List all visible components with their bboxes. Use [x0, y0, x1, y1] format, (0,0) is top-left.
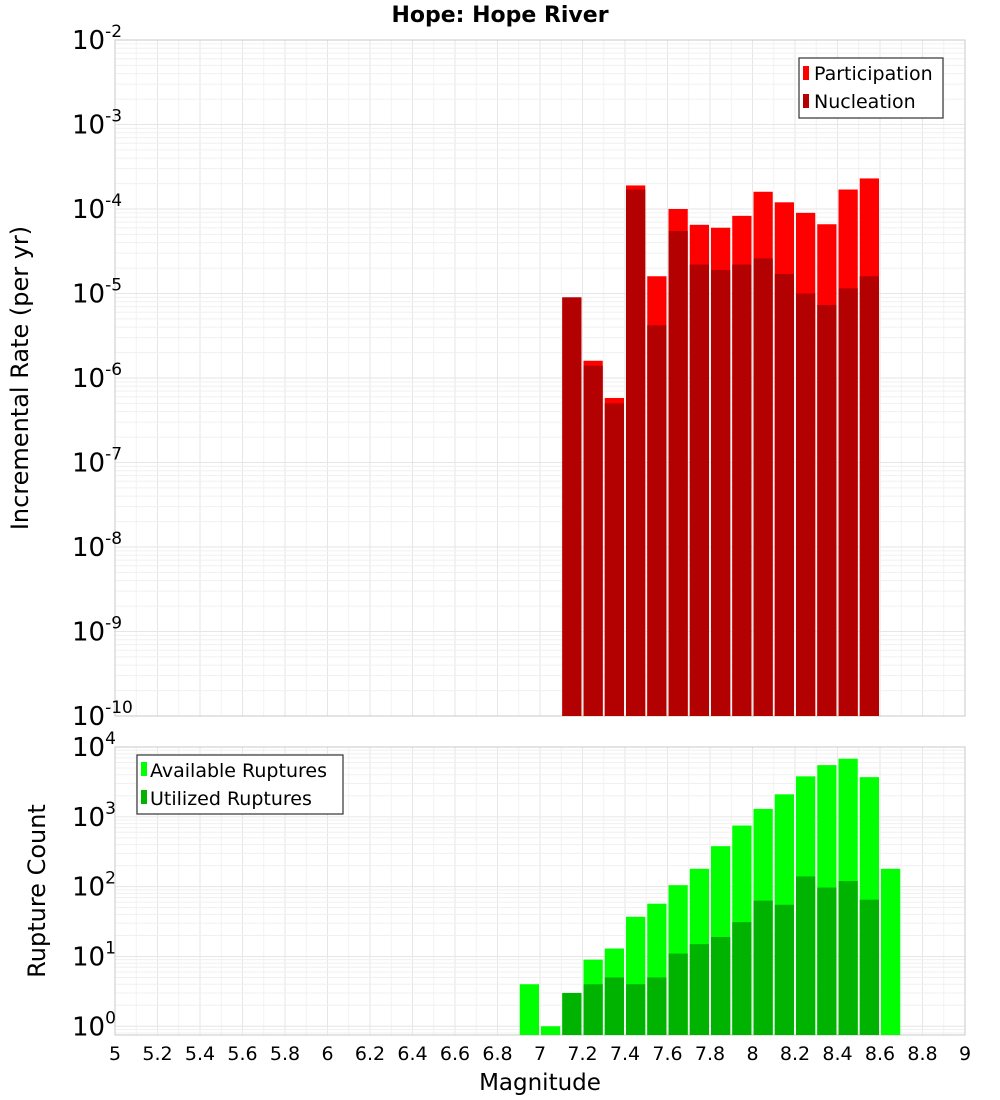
x-tick-label: 8.2 [780, 1043, 810, 1065]
bottom-y-tick-labels: 104 103 102 101 100 [72, 729, 116, 1042]
nucleation-bar [562, 297, 582, 716]
y-tick-label: 10-10 [72, 698, 133, 732]
x-tick-label: 8.8 [907, 1043, 937, 1065]
legend-swatch-available-ruptures [141, 762, 147, 776]
y-tick-label: 10-9 [72, 614, 122, 648]
nucleation-bar [838, 288, 858, 716]
utilized-ruptures-bar [647, 977, 667, 1035]
utilized-ruptures-bar [817, 887, 837, 1035]
x-tick-label: 5.6 [227, 1043, 257, 1065]
x-tick-label: 7.6 [652, 1043, 682, 1065]
y-tick-label: 10-2 [72, 22, 122, 56]
nucleation-bar [817, 305, 837, 716]
x-tick-label: 5.4 [185, 1043, 215, 1065]
x-tick-label: 7.4 [610, 1043, 640, 1065]
y-tick-label: 10-3 [72, 107, 122, 141]
legend-swatch-utilized-ruptures [141, 790, 147, 804]
utilized-ruptures-bar [774, 904, 794, 1035]
x-tick-label: 6.8 [482, 1043, 512, 1065]
nucleation-bar [689, 264, 709, 716]
legend-label-available-ruptures: Available Ruptures [150, 760, 327, 782]
top-legend: Participation Nucleation [798, 57, 944, 119]
x-tick-label: 5 [109, 1043, 121, 1065]
utilized-ruptures-bar [753, 900, 773, 1035]
x-tick-label: 6 [321, 1043, 333, 1065]
y-tick-label: 10-5 [72, 276, 122, 310]
x-axis-label: Magnitude [479, 1070, 601, 1096]
nucleation-bar [732, 264, 752, 716]
utilized-ruptures-bar [711, 936, 731, 1035]
y-tick-label: 101 [72, 938, 116, 972]
nucleation-bar [796, 293, 816, 716]
available-ruptures-bar [541, 1026, 561, 1035]
x-tick-label: 7.8 [695, 1043, 725, 1065]
x-tick-label: 5.2 [142, 1043, 172, 1065]
top-y-tick-labels: 10-2 10-3 10-4 10-5 10-6 10-7 10-8 10-9 10-10 [72, 22, 133, 732]
utilized-ruptures-bar [838, 881, 858, 1035]
bottom-gridlines [114, 746, 966, 1035]
utilized-ruptures-bar [859, 899, 879, 1035]
nucleation-bar [626, 189, 646, 716]
utilized-ruptures-bar [689, 944, 709, 1035]
y-tick-label: 10-6 [72, 360, 122, 394]
legend-label-utilized-ruptures: Utilized Ruptures [150, 788, 312, 810]
nucleation-bar [711, 269, 731, 716]
x-tick-label: 8.4 [822, 1043, 852, 1065]
top-plot-area [114, 39, 966, 717]
top-y-axis-label: Incremental Rate (per yr) [6, 226, 34, 530]
y-tick-label: 10-8 [72, 529, 122, 563]
bottom-y-axis-label: Rupture Count [23, 804, 51, 978]
x-tick-label: 8 [746, 1043, 758, 1065]
utilized-ruptures-bar [668, 953, 688, 1035]
x-tick-label: 5.8 [270, 1043, 300, 1065]
nucleation-bar [774, 274, 794, 716]
top-gridlines [114, 39, 966, 717]
utilized-ruptures-bar [732, 922, 752, 1035]
nucleation-bar [859, 276, 879, 716]
legend-swatch-nucleation [803, 94, 809, 108]
x-tick-label: 7.2 [567, 1043, 597, 1065]
utilized-ruptures-bar [604, 977, 624, 1035]
nucleation-bar [604, 403, 624, 716]
available-ruptures-bar [881, 868, 901, 1035]
nucleation-bar [668, 230, 688, 717]
nucleation-bar [647, 325, 667, 716]
x-tick-label: 6.6 [440, 1043, 470, 1065]
legend-label-nucleation: Nucleation [814, 91, 916, 113]
y-tick-label: 10-7 [72, 445, 122, 479]
bottom-plot-area [114, 746, 966, 1036]
utilized-ruptures-bar [583, 984, 603, 1035]
y-tick-label: 103 [72, 799, 116, 833]
x-tick-label: 7 [534, 1043, 546, 1065]
y-tick-label: 104 [72, 729, 116, 763]
nucleation-bar [583, 365, 603, 716]
utilized-ruptures-bar [562, 992, 582, 1035]
x-tick-label: 9 [959, 1043, 971, 1065]
x-tick-labels: 5 5.2 5.4 5.6 5.8 6 6.2 6.4 6.6 6.8 7 7.2 7.4 7.6 7.8 8… [109, 1043, 971, 1065]
x-tick-label: 6.4 [397, 1043, 427, 1065]
bottom-legend: Available Ruptures Utilized Ruptures [136, 754, 344, 815]
nucleation-bar [753, 258, 773, 716]
y-tick-label: 102 [72, 869, 116, 903]
available-ruptures-bar [519, 984, 539, 1035]
legend-swatch-participation [803, 66, 809, 80]
y-tick-label: 100 [72, 1008, 116, 1042]
top-bars [562, 178, 879, 717]
chart-title: Hope: Hope River [391, 3, 608, 28]
x-tick-label: 6.2 [355, 1043, 385, 1065]
utilized-ruptures-bar [796, 876, 816, 1035]
x-tick-label: 8.6 [865, 1043, 895, 1065]
bottom-bars [519, 758, 901, 1035]
y-tick-label: 10-4 [72, 191, 122, 225]
utilized-ruptures-bar [626, 984, 646, 1035]
legend-label-participation: Participation [814, 63, 933, 85]
